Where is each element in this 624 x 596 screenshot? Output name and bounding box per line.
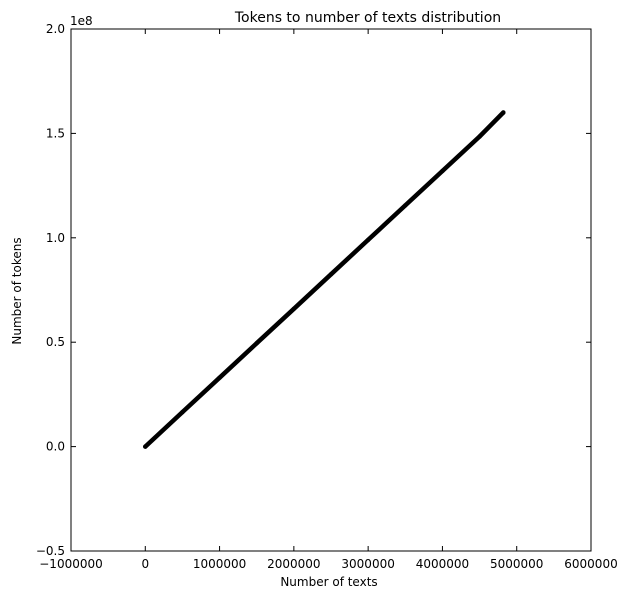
y-axis-scale-label: 1e8 (70, 14, 93, 28)
series-line (143, 110, 506, 449)
data-point (365, 237, 371, 243)
y-tick-label: 1.0 (46, 231, 65, 245)
data-point (501, 110, 506, 115)
y-tick-label: 1.5 (46, 126, 65, 140)
plot-area: −1000000 0 1000000 2000000 3000000 4000000 500… (36, 22, 618, 571)
x-tick-label: 4000000 (416, 557, 469, 571)
data-point (217, 375, 222, 380)
y-axis-label: Number of tokens (10, 237, 24, 344)
x-tick-label: −1000000 (39, 557, 103, 571)
x-tick-label: 6000000 (564, 557, 617, 571)
x-tick-label: 0 (141, 557, 149, 571)
y-tick-label: 0.0 (46, 440, 65, 454)
x-tick-label: 1000000 (193, 557, 246, 571)
y-tick-label: 2.0 (46, 22, 65, 36)
data-point (254, 341, 259, 346)
data-point (143, 444, 148, 449)
x-tick-label: 3000000 (341, 557, 394, 571)
y-tick-label: −0.5 (36, 544, 65, 558)
data-point (440, 168, 445, 174)
chart-title: Tokens to number of texts distribution (234, 10, 501, 26)
y-tick-label: 0.5 (46, 335, 65, 349)
x-tick-label: 5000000 (490, 557, 543, 571)
x-axis-label: Number of texts (280, 575, 377, 589)
data-point (328, 272, 334, 277)
plot-frame (70, 28, 592, 552)
x-tick-label: 2000000 (267, 557, 320, 571)
data-point (180, 409, 185, 415)
data-point (477, 134, 482, 139)
data-point (291, 306, 297, 311)
data-point (403, 203, 408, 208)
